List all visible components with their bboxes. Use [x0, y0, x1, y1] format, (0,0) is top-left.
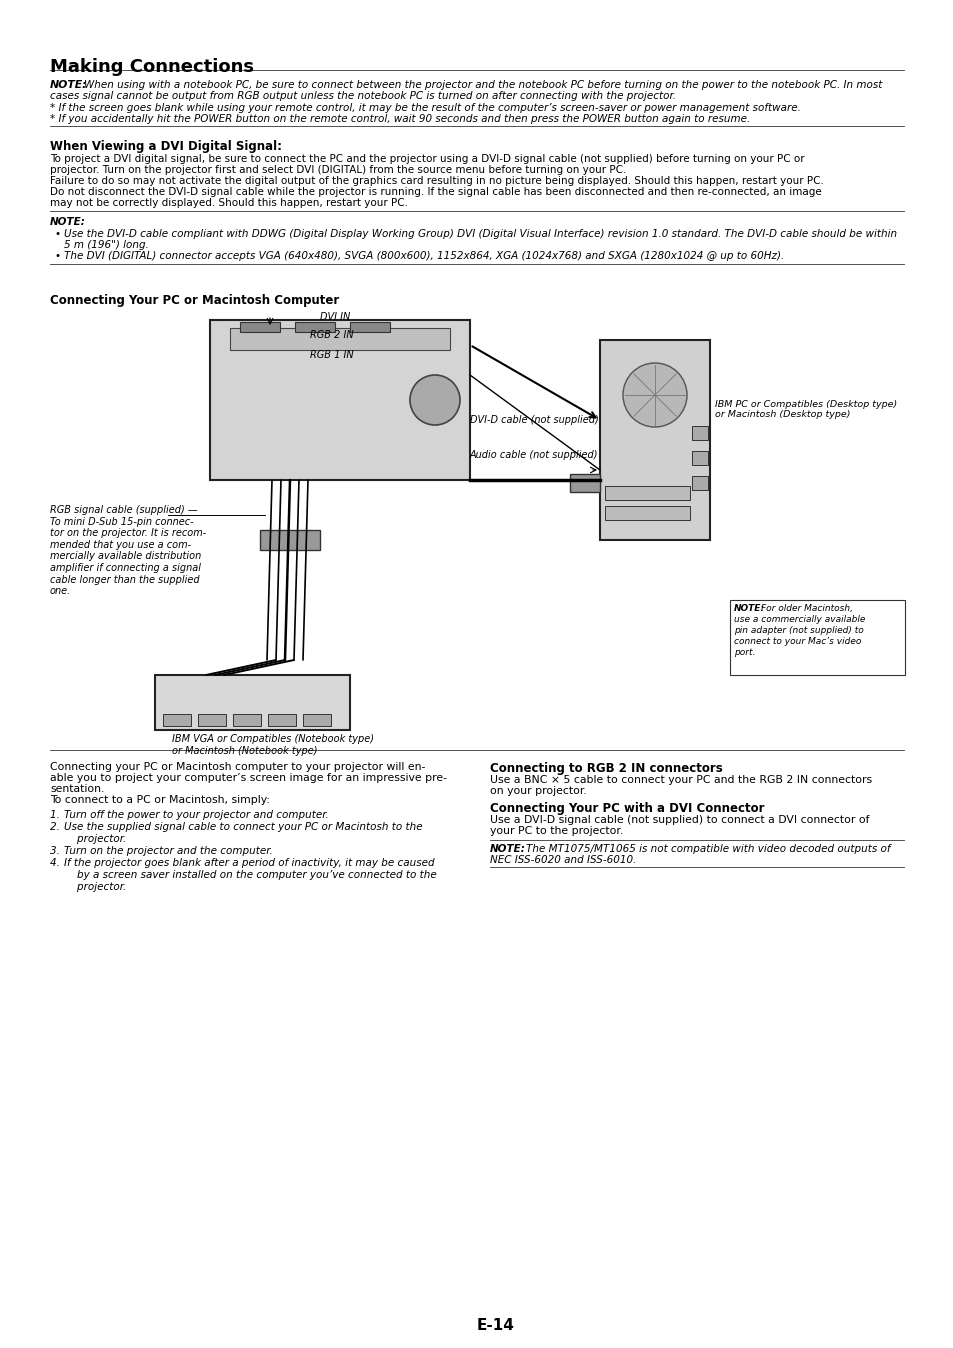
Text: IBM PC or Compatibles (Desktop type)
or Macintosh (Desktop type): IBM PC or Compatibles (Desktop type) or …: [714, 400, 897, 419]
Bar: [604, 506, 689, 520]
Text: Connecting your PC or Macintosh computer to your projector will en-: Connecting your PC or Macintosh computer…: [50, 762, 425, 772]
Text: Turn off the power to your projector and computer.: Turn off the power to your projector and…: [64, 810, 329, 820]
Text: For older Macintosh,: For older Macintosh,: [760, 604, 852, 613]
Bar: [569, 474, 599, 492]
Text: projector.: projector.: [64, 882, 126, 892]
Bar: [599, 340, 709, 541]
Text: Audio cable (not supplied): Audio cable (not supplied): [470, 450, 598, 460]
Text: NOTE:: NOTE:: [50, 80, 88, 90]
Text: * If you accidentally hit the POWER button on the remote control, wait 90 second: * If you accidentally hit the POWER butt…: [50, 115, 749, 124]
Text: may not be correctly displayed. Should this happen, restart your PC.: may not be correctly displayed. Should t…: [50, 198, 408, 208]
Text: Do not disconnect the DVI-D signal cable while the projector is running. If the : Do not disconnect the DVI-D signal cable…: [50, 187, 821, 197]
Text: The DVI (DIGITAL) connector accepts VGA (640x480), SVGA (800x600), 1152x864, XGA: The DVI (DIGITAL) connector accepts VGA …: [64, 251, 783, 262]
Text: projector. Turn on the projector first and select DVI (DIGITAL) from the source : projector. Turn on the projector first a…: [50, 164, 626, 175]
Text: Use the supplied signal cable to connect your PC or Macintosh to the: Use the supplied signal cable to connect…: [64, 822, 422, 832]
Text: NOTE:: NOTE:: [733, 604, 764, 613]
Bar: [230, 328, 450, 350]
Text: cases signal cannot be output from RGB output unless the notebook PC is turned o: cases signal cannot be output from RGB o…: [50, 92, 676, 101]
Bar: [350, 322, 390, 332]
Text: RGB 2 IN: RGB 2 IN: [310, 330, 354, 340]
Text: To project a DVI digital signal, be sure to connect the PC and the projector usi: To project a DVI digital signal, be sure…: [50, 154, 803, 164]
Text: Making Connections: Making Connections: [50, 58, 253, 75]
Text: 1.: 1.: [50, 810, 67, 820]
Bar: [268, 714, 295, 727]
Text: Use a DVI-D signal cable (not supplied) to connect a DVI connector of: Use a DVI-D signal cable (not supplied) …: [490, 816, 868, 825]
Bar: [691, 426, 707, 439]
Text: Use a BNC × 5 cable to connect your PC and the RGB 2 IN connectors: Use a BNC × 5 cable to connect your PC a…: [490, 775, 871, 785]
Bar: [233, 714, 261, 727]
Text: •: •: [54, 229, 60, 239]
Text: NOTE:: NOTE:: [50, 217, 86, 226]
Text: When Viewing a DVI Digital Signal:: When Viewing a DVI Digital Signal:: [50, 140, 282, 154]
Text: IBM VGA or Compatibles (Notebook type)
or Macintosh (Notebook type): IBM VGA or Compatibles (Notebook type) o…: [172, 735, 374, 756]
Text: Turn on the projector and the computer.: Turn on the projector and the computer.: [64, 847, 273, 856]
Text: Use the DVI-D cable compliant with DDWG (Digital Display Working Group) DVI (Dig: Use the DVI-D cable compliant with DDWG …: [64, 229, 896, 239]
Text: If the projector goes blank after a period of inactivity, it may be caused: If the projector goes blank after a peri…: [64, 857, 435, 868]
Text: Connecting Your PC or Macintosh Computer: Connecting Your PC or Macintosh Computer: [50, 294, 339, 307]
Bar: [294, 322, 335, 332]
Text: NOTE:: NOTE:: [490, 844, 525, 855]
Bar: [240, 322, 280, 332]
Text: RGB signal cable (supplied) —
To mini D-Sub 15-pin connec-
tor on the projector.: RGB signal cable (supplied) — To mini D-…: [50, 506, 206, 596]
Text: RGB 1 IN: RGB 1 IN: [310, 350, 354, 360]
Text: NEC ISS-6020 and ISS-6010.: NEC ISS-6020 and ISS-6010.: [490, 855, 636, 865]
Bar: [729, 600, 904, 675]
Text: port.: port.: [733, 648, 755, 656]
Text: * If the screen goes blank while using your remote control, it may be the result: * If the screen goes blank while using y…: [50, 102, 800, 113]
Text: E-14: E-14: [476, 1318, 515, 1333]
Bar: [691, 476, 707, 491]
Text: on your projector.: on your projector.: [490, 786, 586, 797]
Text: The MT1075/MT1065 is not compatible with video decoded outputs of: The MT1075/MT1065 is not compatible with…: [525, 844, 889, 855]
Text: 3.: 3.: [50, 847, 67, 856]
Bar: [604, 487, 689, 500]
Text: •: •: [54, 251, 60, 262]
Text: pin adapter (not supplied) to: pin adapter (not supplied) to: [733, 625, 862, 635]
Bar: [303, 714, 331, 727]
Text: 2.: 2.: [50, 822, 67, 832]
Text: To connect to a PC or Macintosh, simply:: To connect to a PC or Macintosh, simply:: [50, 795, 270, 805]
Circle shape: [622, 363, 686, 427]
Circle shape: [410, 375, 459, 425]
Text: projector.: projector.: [64, 834, 126, 844]
Bar: [198, 714, 226, 727]
Bar: [163, 714, 191, 727]
Text: DVI-D cable (not supplied): DVI-D cable (not supplied): [470, 415, 598, 425]
Bar: [260, 530, 319, 550]
Text: When using with a notebook PC, be sure to connect between the projector and the : When using with a notebook PC, be sure t…: [84, 80, 882, 90]
Bar: [691, 452, 707, 465]
Text: use a commercially available: use a commercially available: [733, 615, 864, 624]
Text: DVI IN: DVI IN: [319, 311, 350, 322]
Text: connect to your Mac’s video: connect to your Mac’s video: [733, 638, 861, 646]
FancyBboxPatch shape: [210, 319, 470, 480]
Text: Connecting to RGB 2 IN connectors: Connecting to RGB 2 IN connectors: [490, 762, 722, 775]
Text: by a screen saver installed on the computer you’ve connected to the: by a screen saver installed on the compu…: [64, 869, 436, 880]
Text: sentation.: sentation.: [50, 785, 104, 794]
Text: Failure to do so may not activate the digital output of the graphics card result: Failure to do so may not activate the di…: [50, 177, 823, 186]
Text: your PC to the projector.: your PC to the projector.: [490, 826, 622, 836]
Text: 5 m (196") long.: 5 m (196") long.: [64, 240, 149, 249]
Bar: [154, 675, 350, 731]
Text: 4.: 4.: [50, 857, 67, 868]
Text: able you to project your computer’s screen image for an impressive pre-: able you to project your computer’s scre…: [50, 772, 447, 783]
Text: Connecting Your PC with a DVI Connector: Connecting Your PC with a DVI Connector: [490, 802, 763, 816]
